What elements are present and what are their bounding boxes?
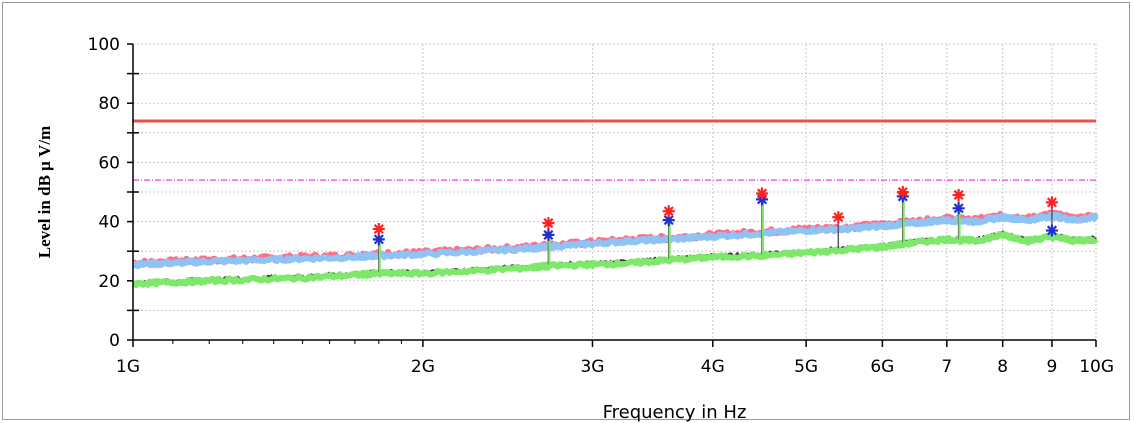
y-tick-labels: 0 20 40 60 80 100 bbox=[88, 35, 120, 351]
y-axis-label: Level in dB μ V/m bbox=[35, 126, 54, 258]
peak-marker-2-stroke bbox=[663, 206, 674, 217]
x-tick-label-7: 8 bbox=[997, 357, 1008, 377]
series-line-3 bbox=[131, 231, 1099, 289]
x-tick-label-6: 7 bbox=[941, 357, 952, 377]
avg-marker-6-stroke bbox=[953, 203, 964, 214]
x-tick-label-1: 2G bbox=[411, 357, 435, 377]
avg-marker-1 bbox=[542, 228, 555, 241]
peak-marker-5-stroke bbox=[897, 187, 908, 197]
avg-marker-1-stroke bbox=[543, 229, 554, 240]
peak-marker-3 bbox=[756, 187, 768, 200]
peak-marker-4 bbox=[832, 211, 845, 224]
peak-marker-5 bbox=[896, 186, 909, 198]
avg-marker-7 bbox=[1045, 224, 1058, 237]
avg-marker-0-stroke bbox=[373, 234, 384, 245]
avg-marker-6 bbox=[952, 202, 965, 215]
y-tick-label-0: 0 bbox=[109, 331, 120, 351]
peak-marker-0-stroke bbox=[373, 224, 384, 234]
avg-marker-7-stroke bbox=[1046, 225, 1057, 236]
peak-markers bbox=[372, 186, 1058, 278]
avg-marker-0 bbox=[372, 233, 385, 246]
y-tick-label-1: 20 bbox=[98, 272, 120, 292]
peak-marker-6-stroke bbox=[953, 189, 964, 200]
x-tick-label-0: 1G bbox=[116, 357, 140, 377]
peak-marker-3-stroke bbox=[757, 188, 768, 199]
x-tick-label-5: 6G bbox=[870, 357, 894, 377]
peak-marker-7 bbox=[1045, 196, 1058, 209]
avg-marker-2-stroke bbox=[663, 215, 674, 226]
peak-marker-0 bbox=[372, 223, 385, 235]
grid-lines bbox=[132, 43, 1097, 340]
x-axis-label: Frequency in Hz bbox=[603, 402, 747, 423]
peak-marker-2 bbox=[662, 205, 675, 218]
y-tick-label-4: 80 bbox=[98, 94, 120, 114]
peak-marker-6 bbox=[952, 189, 965, 201]
x-tick-label-8: 9 bbox=[1047, 357, 1058, 377]
peak-marker-1-stroke bbox=[543, 218, 554, 229]
y-tick-label-2: 40 bbox=[98, 213, 120, 233]
x-tick-labels: 1G 2G 3G 4G 5G 6G 7 8 9 10G bbox=[116, 357, 1114, 377]
peak-marker-7-stroke bbox=[1046, 197, 1057, 208]
y-tick-label-5: 100 bbox=[88, 35, 120, 55]
x-tick-label-3: 4G bbox=[701, 357, 725, 377]
series-group bbox=[131, 209, 1099, 289]
limit-lines bbox=[133, 119, 1096, 181]
peak-marker-1 bbox=[542, 217, 555, 230]
y-tick-label-3: 60 bbox=[98, 153, 120, 173]
x-tick-label-4: 5G bbox=[794, 357, 818, 377]
avg-marker-2 bbox=[662, 214, 675, 227]
peak-marker-4-stroke bbox=[833, 212, 844, 223]
x-tick-label-9: 10G bbox=[1079, 357, 1114, 377]
axes bbox=[127, 43, 1097, 347]
x-tick-label-2: 3G bbox=[580, 357, 604, 377]
